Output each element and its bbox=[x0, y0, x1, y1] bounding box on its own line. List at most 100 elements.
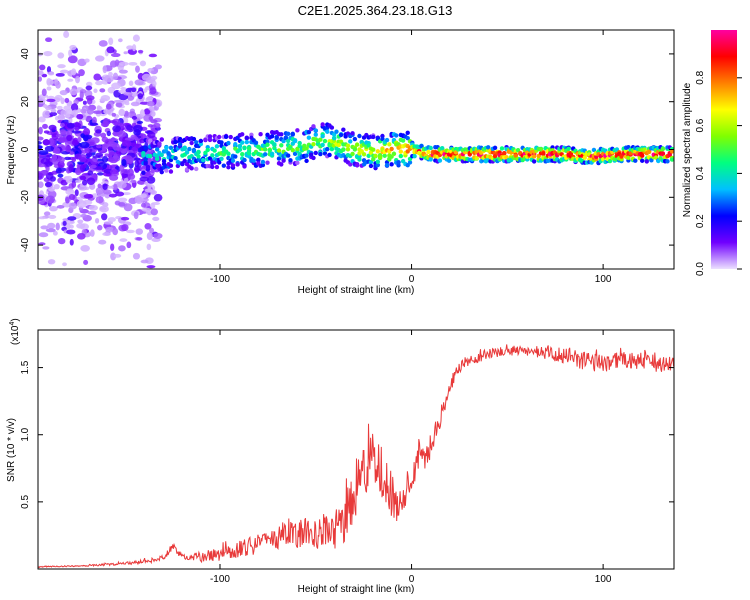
spectrogram-noise-cell bbox=[147, 124, 154, 128]
spectrogram-noise-cell bbox=[97, 224, 103, 231]
spectrogram-noise-cell bbox=[79, 141, 90, 149]
spectrogram-ridge-cell bbox=[285, 153, 291, 158]
spectrogram-noise-cell bbox=[100, 132, 107, 138]
spectrogram-ytick-label: -20 bbox=[20, 190, 31, 205]
spectrogram-ridge-cell bbox=[166, 151, 171, 156]
spectrogram-ridge-cell bbox=[249, 132, 254, 138]
spectrogram-ridge-cell bbox=[384, 163, 390, 168]
spectrogram-ridge-cell bbox=[357, 133, 362, 139]
spectrogram-noise-cell bbox=[47, 222, 56, 229]
spectrogram-ridge-cell bbox=[407, 160, 413, 165]
spectrogram-noise-cell bbox=[123, 92, 133, 96]
spectrogram-ridge-cell bbox=[389, 146, 394, 152]
spectrogram-noise-cell bbox=[38, 145, 43, 149]
snr-yscale-label: (x104) bbox=[9, 318, 21, 345]
spectrogram-ridge-cell bbox=[276, 148, 282, 153]
snr-plot-area bbox=[38, 330, 674, 569]
spectrogram-noise-cell bbox=[126, 241, 132, 249]
spectrogram-ticks: -100 0 100 -40 -20 0 20 40 bbox=[20, 30, 674, 285]
spectrogram-noise-cell bbox=[141, 73, 152, 81]
spectrogram-noise-cell bbox=[102, 120, 109, 128]
spectrogram-ridge-cell bbox=[361, 152, 367, 157]
spectrogram-ridge-cell bbox=[318, 137, 323, 142]
snr-ytick-label: 1.0 bbox=[20, 427, 31, 441]
spectrogram-ridge-cell bbox=[182, 158, 187, 164]
spectrogram-noise-cell bbox=[120, 216, 130, 221]
spectrogram-noise-cell bbox=[126, 124, 133, 131]
spectrogram-ridge-cell bbox=[200, 157, 206, 163]
spectrogram-noise-cell bbox=[150, 208, 159, 216]
spectrogram-ridge-cell bbox=[265, 142, 270, 147]
snr-xtick-label: -100 bbox=[210, 574, 230, 585]
spectrogram-ridge-cell bbox=[394, 133, 399, 138]
spectrogram-noise-cell bbox=[106, 46, 115, 54]
spectrogram-ridge-cell bbox=[237, 144, 243, 149]
spectrogram-noise-cell bbox=[147, 131, 156, 139]
snr-series-group bbox=[38, 344, 674, 568]
spectrogram-ridge-cell bbox=[306, 129, 312, 135]
spectrogram-noise-cell bbox=[79, 164, 86, 172]
spectrogram-ridge-cell bbox=[354, 142, 360, 147]
spectrogram-ridge-cell bbox=[329, 125, 335, 130]
spectrogram-noise-cell bbox=[47, 259, 56, 265]
spectrogram-ridge-cell bbox=[221, 146, 227, 151]
spectrogram-noise-cell bbox=[87, 170, 94, 176]
snr-frame bbox=[37, 329, 675, 570]
spectrogram-noise-cell bbox=[73, 99, 79, 105]
spectrogram-noise-cell bbox=[121, 158, 127, 166]
snr-ytick-label: 1.5 bbox=[20, 360, 31, 374]
spectrogram-noise-cell bbox=[123, 203, 133, 212]
spectrogram-noise-cell bbox=[42, 123, 48, 129]
spectrogram-noise-cell bbox=[38, 141, 42, 145]
spectrogram-noise-cell bbox=[154, 64, 162, 70]
spectrogram-ridge-cell bbox=[242, 145, 247, 151]
spectrogram-noise-cell bbox=[83, 194, 94, 199]
spectrogram-noise-cell bbox=[124, 110, 129, 117]
spectrogram-ridge-cell bbox=[389, 162, 394, 167]
spectrogram-ridge-cell bbox=[320, 134, 325, 139]
spectrogram-noise-cell bbox=[55, 167, 62, 174]
spectrogram-ridge-cell bbox=[240, 140, 245, 145]
spectrogram-ridge-cell bbox=[290, 147, 295, 153]
spectrogram-noise-cell bbox=[64, 113, 71, 118]
spectrogram-noise-cell bbox=[80, 108, 87, 114]
spectrogram-ridge-cell bbox=[233, 142, 238, 147]
spectrogram-noise-cell bbox=[92, 155, 101, 159]
spectrogram-noise-cell bbox=[68, 151, 75, 155]
spectrogram-noise-cell bbox=[80, 133, 85, 139]
spectrogram-noise-cell bbox=[85, 95, 95, 101]
spectrogram-ridge-cell bbox=[226, 151, 231, 156]
spectrogram-ridge-cell bbox=[143, 161, 148, 166]
spectrogram-ridge-cell bbox=[359, 149, 364, 154]
spectrogram-noise-cell bbox=[134, 157, 141, 161]
spectrogram-ridge-cell bbox=[311, 155, 316, 161]
spectrogram-ridge-cell bbox=[304, 158, 309, 164]
spectrogram-noise-cell bbox=[40, 225, 49, 230]
spectrogram-noise-cell bbox=[153, 122, 161, 129]
spectrogram-ridge-cell bbox=[251, 158, 256, 163]
spectrogram-noise-cell bbox=[115, 191, 125, 197]
spectrogram-noise-cell bbox=[42, 110, 51, 118]
spectrogram-ytick-label: -40 bbox=[20, 237, 31, 252]
spectrogram-ridge-cell bbox=[219, 156, 224, 161]
spectrogram-noise-cell bbox=[57, 237, 66, 245]
spectrogram-noise-cell bbox=[108, 37, 114, 46]
spectrogram-noise-cell bbox=[76, 200, 87, 209]
spectrogram-noise-cell bbox=[95, 196, 104, 204]
spectrogram-ridge-cell bbox=[366, 143, 371, 148]
spectrogram-ridge-cell bbox=[217, 134, 222, 140]
spectrogram-ridge-cell bbox=[338, 132, 344, 138]
spectrogram-ridge-cell bbox=[428, 157, 433, 162]
spectrogram-ridge-cell bbox=[646, 149, 652, 154]
spectrogram-noise-cell bbox=[112, 142, 120, 151]
spectrogram-ytick-label: 20 bbox=[20, 96, 31, 108]
spectrogram-noise-cell bbox=[118, 108, 126, 117]
spectrogram-noise-cell bbox=[70, 103, 79, 112]
spectrogram-ridge-cell bbox=[292, 138, 298, 144]
spectrogram-noise-cell bbox=[135, 228, 143, 235]
spectrogram-ridge-cell bbox=[267, 148, 272, 153]
spectrogram-noise-cell bbox=[45, 228, 56, 233]
spectrogram-noise-cell bbox=[130, 134, 137, 140]
spectrogram-noise-cell bbox=[38, 136, 44, 141]
spectrogram-ridge-cell bbox=[391, 151, 397, 156]
